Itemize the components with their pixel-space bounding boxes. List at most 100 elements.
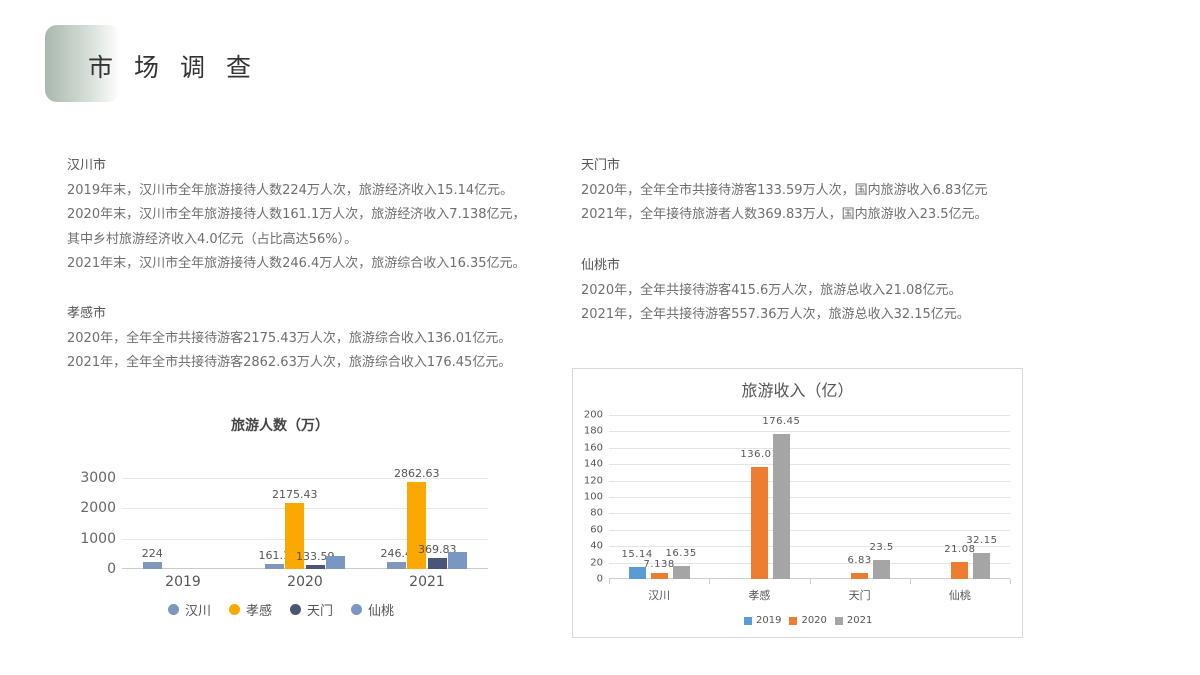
x-axis-label: 2019	[165, 574, 201, 590]
section-heading: 汉川市	[67, 158, 107, 173]
data-label: 224	[141, 547, 163, 561]
section-heading: 天门市	[581, 158, 621, 173]
x-axis-label: 天门	[848, 589, 871, 602]
section-line: 2021年，全年共接待游客557.36万人次，旅游总收入32.15亿元。	[581, 307, 970, 322]
bar-2021	[873, 559, 891, 579]
data-label: 133.59	[296, 549, 335, 563]
y-axis-tick: 40	[590, 540, 603, 552]
y-axis-tick: 20	[590, 557, 603, 569]
y-axis-tick: 80	[590, 507, 603, 519]
gridline	[122, 478, 488, 479]
legend-item: 孝感	[229, 600, 272, 619]
legend-item: 仙桃	[351, 600, 394, 619]
legend-item: 2021	[834, 615, 873, 626]
y-axis-tick: 180	[583, 425, 603, 437]
gridline	[609, 415, 1010, 416]
gridline	[609, 464, 1010, 466]
bar-孝感	[407, 482, 427, 569]
bar-2020	[951, 561, 969, 579]
bar-汉川	[386, 561, 406, 569]
section-tianmen: 天门市 2020年，全年全市共接待游客133.59万人次，国内旅游收入6.83亿…	[581, 154, 988, 228]
data-label: 246.4	[380, 546, 413, 560]
gridline	[122, 538, 488, 540]
section-line: 2021年，全年全市共接待游客2862.63万人次，旅游综合收入176.45亿元…	[67, 355, 512, 370]
data-label: 15.14	[621, 548, 653, 560]
x-axis-label: 孝感	[748, 589, 771, 602]
legend-square-icon	[789, 616, 798, 625]
bar-2020	[750, 467, 768, 579]
gridline	[609, 447, 1010, 449]
legend-label: 汉川	[185, 604, 212, 619]
legend-item: 天门	[290, 600, 333, 619]
gridline	[609, 480, 1010, 482]
y-axis-tick: 200	[583, 409, 603, 421]
bar-2020	[851, 573, 869, 579]
x-axis-line	[609, 578, 1010, 579]
x-axis-tick	[909, 579, 911, 584]
x-axis-label: 仙桃	[948, 589, 971, 602]
revenue-chart: 旅游收入（亿） 200 180 160 140 120 100 80 60 40 20 0 15.14…	[572, 368, 1023, 638]
y-axis-tick: 60	[590, 524, 603, 536]
data-label: 6.83	[847, 555, 872, 567]
y-axis-tick: 100	[583, 491, 603, 503]
gridline	[609, 431, 1010, 433]
bar-仙桃	[326, 556, 346, 569]
legend-square-icon	[744, 616, 752, 625]
x-axis-tick	[709, 579, 711, 584]
y-axis-tick: 3000	[80, 470, 116, 486]
bar-孝感	[285, 503, 305, 569]
y-axis-tick: 120	[583, 475, 603, 487]
y-axis-tick: 2000	[80, 500, 116, 517]
bar-2019	[628, 566, 646, 579]
legend-item: 2019	[744, 615, 781, 626]
chart-legend: 2019 2020 2021	[744, 615, 872, 626]
y-axis-tick: 0	[596, 573, 603, 585]
visitors-chart: 旅游人数（万） 3000 2000 1000 0 224 161.1 2175.43 133.…	[60, 400, 510, 630]
section-xiaogan: 孝感市 2020年，全年全市共接待游客2175.43万人次，旅游综合收入136.…	[67, 302, 511, 376]
legend-label: 天门	[307, 604, 334, 619]
legend-dot-icon	[290, 604, 302, 615]
x-axis-tick	[809, 579, 811, 584]
data-label: 369.83	[418, 542, 457, 556]
y-axis-tick: 0	[107, 561, 116, 577]
section-line: 2021年，全年接待旅游者人数369.83万人，国内旅游收入23.5亿元。	[581, 207, 988, 222]
bar-汉川	[264, 564, 284, 569]
legend-dot-icon	[229, 604, 241, 615]
x-axis-line	[122, 568, 488, 569]
page-title: 市场调查	[88, 53, 273, 82]
x-axis-label: 2021	[409, 574, 445, 590]
data-label: 176.45	[762, 416, 801, 428]
data-label: 21.08	[944, 543, 976, 555]
gridline	[122, 508, 488, 510]
bar-天门	[427, 557, 447, 569]
legend-label: 仙桃	[368, 604, 395, 619]
x-axis-label: 2020	[287, 574, 323, 590]
gridline	[609, 562, 1010, 564]
bar-仙桃	[448, 552, 468, 569]
x-axis-label: 汉川	[648, 589, 671, 602]
legend-item: 2020	[789, 615, 827, 626]
bar-天门	[305, 564, 325, 569]
gridline	[609, 513, 1010, 515]
section-xiantao: 仙桃市 2020年，全年共接待游客415.6万人次，旅游总收入21.08亿元。 …	[581, 254, 970, 328]
gridline	[609, 546, 1010, 548]
chart-plot-area: 3000 2000 1000 0 224 161.1 2175.43 133.59 246.4 2…	[80, 467, 488, 577]
gridline	[609, 529, 1010, 531]
title-accent-box	[45, 25, 120, 102]
data-label: 136.01	[740, 449, 779, 461]
legend-label: 2021	[846, 615, 873, 626]
chart-legend: 汉川 孝感 天门 仙桃	[168, 600, 394, 619]
legend-label: 2020	[801, 615, 827, 626]
legend-item: 汉川	[168, 600, 211, 619]
legend-dot-icon	[351, 604, 363, 615]
gridline	[609, 497, 1010, 498]
x-axis-tick	[1010, 579, 1011, 584]
data-label: 2175.43	[272, 488, 318, 501]
bar-2021	[973, 552, 991, 579]
section-heading: 仙桃市	[581, 258, 621, 273]
data-label: 7.138	[643, 559, 675, 571]
section-line: 2020年，全年共接待游客415.6万人次，旅游总收入21.08亿元。	[581, 282, 962, 298]
section-line: 2020年末，汉川市全年旅游接待人数161.1万人次，旅游经济收入7.138亿元…	[67, 207, 526, 222]
bar-2021	[672, 565, 690, 579]
chart-plot-area: 200 180 160 140 120 100 80 60 40 20 0 15.14 7.138 16.…	[584, 410, 1011, 602]
